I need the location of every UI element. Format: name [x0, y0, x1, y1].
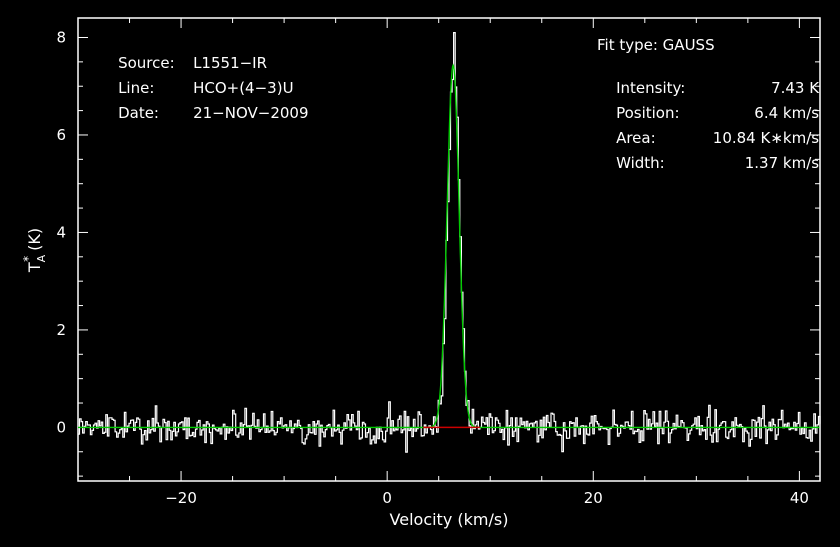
y-axis-label-sub: A: [35, 254, 48, 262]
info-source-row: Source: L1551−IR: [99, 36, 267, 90]
x-tick-label: −20: [165, 489, 197, 507]
y-axis-label: TA* (K): [21, 228, 48, 273]
info-width-label: Width:: [616, 154, 665, 172]
info-source-value: L1551−IR: [193, 54, 268, 72]
x-axis-label: Velocity (km/s): [390, 510, 509, 529]
spectrum-series-line: [78, 31, 821, 453]
x-tick-labels: −20 0 20 40: [165, 489, 809, 507]
info-line-row: Line: HCO+(4−3)U: [99, 61, 294, 115]
y-axis-label-main: T: [25, 262, 44, 273]
info-width-value: 1.37 km/s: [744, 154, 820, 172]
info-position-row: Position: 6.4 km/s: [597, 86, 819, 140]
info-width-row: Width: 1.37 km/s: [597, 136, 819, 190]
x-tick-label: 0: [382, 489, 392, 507]
info-line-label: Line:: [118, 79, 155, 97]
info-position-label: Position:: [616, 104, 680, 122]
info-intensity-label: Intensity:: [616, 79, 686, 97]
axis-ticks: [77, 18, 820, 481]
info-intensity-value: 7.43 K: [771, 79, 820, 97]
y-tick-label: 2: [56, 321, 66, 339]
info-line-value: HCO+(4−3)U: [193, 79, 294, 97]
y-tick-label: 6: [56, 126, 66, 144]
y-axis-label-unit: (K): [25, 228, 44, 251]
y-tick-label: 4: [56, 223, 66, 241]
x-tick-label: 20: [584, 489, 603, 507]
x-tick-label: 40: [790, 489, 809, 507]
y-tick-label: 0: [56, 418, 66, 436]
y-axis-label-sup: *: [21, 256, 35, 262]
info-fit-type: Fit type: GAUSS: [597, 36, 715, 54]
info-source-label: Source:: [118, 54, 175, 72]
y-tick-labels: 0 2 4 6 8: [56, 28, 66, 436]
y-tick-label: 8: [56, 28, 66, 46]
gaussian-fit-line: [78, 63, 820, 429]
info-date-row: Date: 21−NOV−2009: [99, 86, 309, 140]
info-area-label: Area:: [616, 129, 656, 147]
info-position-value: 6.4 km/s: [754, 104, 820, 122]
info-area-value: 10.84 K∗km/s: [712, 129, 820, 147]
plot-frame: [77, 17, 821, 482]
info-date-label: Date:: [118, 104, 159, 122]
info-area-row: Area: 10.84 K∗km/s: [597, 111, 819, 165]
info-intensity-row: Intensity: 7.43 K: [597, 61, 819, 115]
info-date-value: 21−NOV−2009: [193, 104, 309, 122]
